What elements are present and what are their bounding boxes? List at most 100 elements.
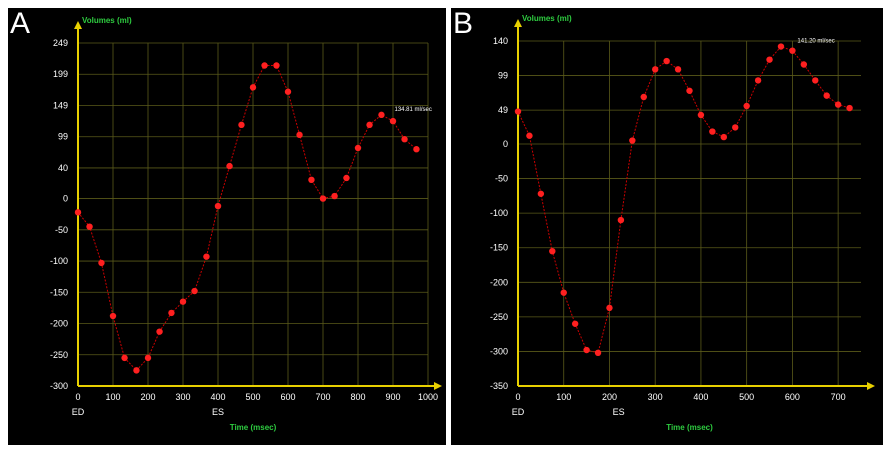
y-tick-label: 140 — [493, 36, 508, 46]
y-tick-label: 40 — [58, 163, 68, 173]
phase-label: ED — [72, 407, 85, 417]
x-axis-arrow — [434, 382, 442, 390]
y-tick-label: 149 — [53, 100, 68, 110]
series-line — [517, 45, 850, 354]
data-point — [846, 104, 853, 112]
data-point — [800, 61, 808, 68]
data-point — [732, 124, 739, 131]
y-tick-label: 199 — [53, 69, 68, 79]
data-point — [156, 328, 163, 335]
data-point — [571, 320, 579, 327]
x-tick-label: 200 — [140, 392, 155, 402]
data-point — [343, 174, 350, 182]
chart-panel-a: A 249 199 149 99 40 0 -50 -100 -150 -200 -250 -300 0… — [8, 7, 446, 445]
data-point — [697, 111, 705, 119]
x-tick-label: 700 — [315, 392, 330, 402]
data-point — [331, 192, 338, 200]
x-tick-label: 400 — [693, 392, 708, 402]
data-point — [378, 111, 385, 119]
x-tick-label: 700 — [831, 392, 846, 402]
data-point — [606, 304, 613, 312]
data-point — [354, 144, 362, 152]
x-tick-label: 400 — [210, 392, 225, 402]
data-point — [789, 47, 796, 54]
data-point — [777, 43, 785, 50]
peak-annotation: 141.20 ml/sec — [797, 39, 834, 45]
data-point — [812, 77, 819, 84]
data-point — [133, 367, 140, 374]
data-point — [389, 117, 397, 125]
x-tick-label: 0 — [515, 392, 520, 402]
y-tick-label: 49 — [498, 105, 508, 115]
x-tick-label: 100 — [556, 392, 571, 402]
data-point — [720, 133, 727, 141]
y-tick-label: -150 — [490, 243, 508, 253]
data-point — [743, 102, 750, 110]
data-point — [86, 223, 93, 230]
chart-panel-b: B 140 99 49 0 -50 -100 -150 -200 -250 -300 -350 0 10… — [451, 7, 883, 445]
data-point — [191, 287, 198, 295]
data-point — [834, 101, 842, 108]
data-point — [109, 312, 117, 320]
data-point — [537, 190, 545, 197]
data-point — [766, 56, 773, 63]
x-tick-label: 1000 — [418, 392, 438, 402]
data-point — [249, 84, 257, 91]
data-point — [179, 298, 187, 305]
panel-label-b: B — [453, 7, 474, 40]
data-point — [674, 66, 682, 73]
y-tick-label: -100 — [490, 208, 508, 218]
data-point — [296, 131, 303, 139]
data-point — [98, 259, 105, 267]
data-point — [366, 121, 373, 129]
data-point — [121, 354, 128, 362]
y-tick-label: -50 — [495, 174, 508, 184]
data-point — [74, 209, 82, 216]
x-tick-label: 300 — [648, 392, 663, 402]
data-point — [284, 88, 292, 95]
y-tick-label: 99 — [58, 132, 68, 142]
y-tick-label: -250 — [490, 312, 508, 322]
x-tick-label: 800 — [350, 392, 365, 402]
phase-label: ED — [512, 407, 525, 417]
y-tick-label: -200 — [50, 319, 68, 329]
data-point — [663, 57, 670, 65]
x-tick-label: 600 — [280, 392, 295, 402]
data-point — [226, 162, 233, 170]
y-axis-arrow — [514, 19, 522, 27]
data-point — [617, 216, 625, 224]
y-tick-label: -350 — [490, 381, 508, 391]
x-axis-arrow — [867, 382, 875, 390]
data-point — [144, 354, 152, 362]
y-tick-label: 0 — [63, 194, 68, 204]
peak-annotation: 134.81 ml/sec — [395, 107, 432, 113]
phase-label: ES — [212, 407, 224, 417]
y-axis-title: Volumes (ml) — [82, 16, 132, 25]
x-tick-label: 600 — [785, 392, 800, 402]
x-tick-label: 0 — [75, 392, 80, 402]
panel-label-a: A — [10, 7, 31, 40]
data-point — [203, 253, 210, 260]
x-tick-label: 300 — [175, 392, 190, 402]
y-tick-label: 99 — [498, 71, 508, 81]
data-point — [413, 146, 420, 153]
y-axis-title: Volumes (ml) — [522, 14, 572, 23]
data-point — [640, 93, 647, 101]
x-tick-label: 100 — [105, 392, 120, 402]
data-point — [319, 195, 327, 202]
y-tick-label: -300 — [50, 381, 68, 391]
data-point — [594, 349, 602, 357]
x-tick-label: 900 — [385, 392, 400, 402]
y-tick-label: 0 — [503, 139, 508, 149]
data-point — [273, 62, 280, 69]
y-tick-label: -50 — [55, 225, 68, 235]
y-tick-label: -150 — [50, 287, 68, 297]
series-line — [77, 64, 417, 372]
data-point — [238, 121, 245, 129]
data-point — [514, 108, 522, 115]
y-tick-label: -200 — [490, 277, 508, 287]
data-point — [401, 136, 408, 143]
data-point — [629, 137, 636, 144]
x-tick-label: 500 — [739, 392, 754, 402]
